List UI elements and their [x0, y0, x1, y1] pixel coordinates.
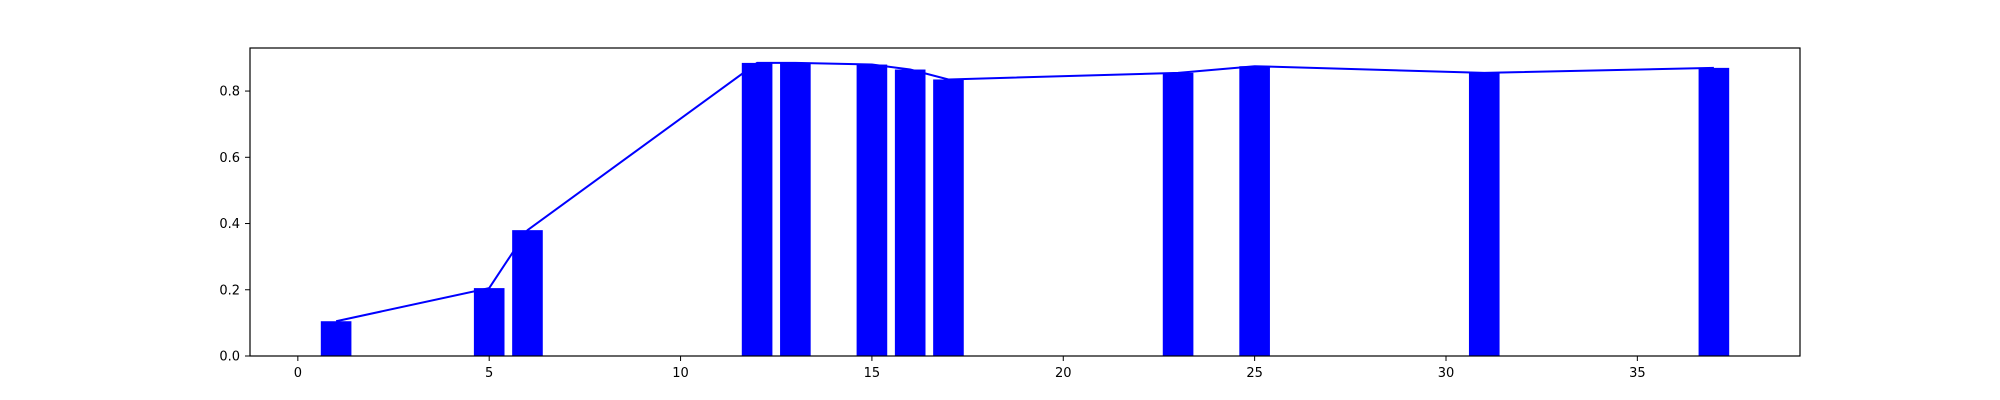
x-tick-label: 5 [485, 366, 493, 381]
bar [933, 79, 964, 356]
y-tick-label: 0.8 [219, 85, 240, 100]
x-tick-label: 35 [1629, 366, 1646, 381]
x-tick-label: 0 [294, 366, 302, 381]
bar [320, 321, 352, 356]
x-tick-label: 30 [1438, 366, 1455, 381]
y-axis: 0.0 0.2 0.4 0.6 0.8 [219, 85, 250, 365]
y-tick-label: 0.6 [219, 151, 240, 166]
bar [856, 64, 888, 356]
bar [741, 62, 773, 356]
x-tick-label: 15 [864, 366, 881, 381]
y-tick-label: 0.4 [219, 217, 240, 232]
plot-background [250, 48, 1800, 356]
bar [512, 230, 543, 356]
bars-group [320, 62, 1730, 356]
bar [1239, 66, 1270, 356]
bar [473, 288, 505, 356]
bar [1468, 72, 1500, 356]
bar [894, 69, 926, 356]
y-tick-label: 0.2 [219, 283, 240, 298]
plot-frame [249, 47, 1801, 357]
x-tick-label: 10 [672, 366, 689, 381]
x-tick-label: 25 [1246, 366, 1263, 381]
series-line [335, 61, 1714, 323]
bar [1162, 72, 1194, 356]
bar [1698, 67, 1730, 356]
bar [780, 62, 811, 356]
y-tick-label: 0.0 [219, 350, 240, 365]
x-axis: 0 5 10 15 20 25 30 35 [294, 356, 1646, 381]
x-tick-label: 20 [1055, 366, 1072, 381]
